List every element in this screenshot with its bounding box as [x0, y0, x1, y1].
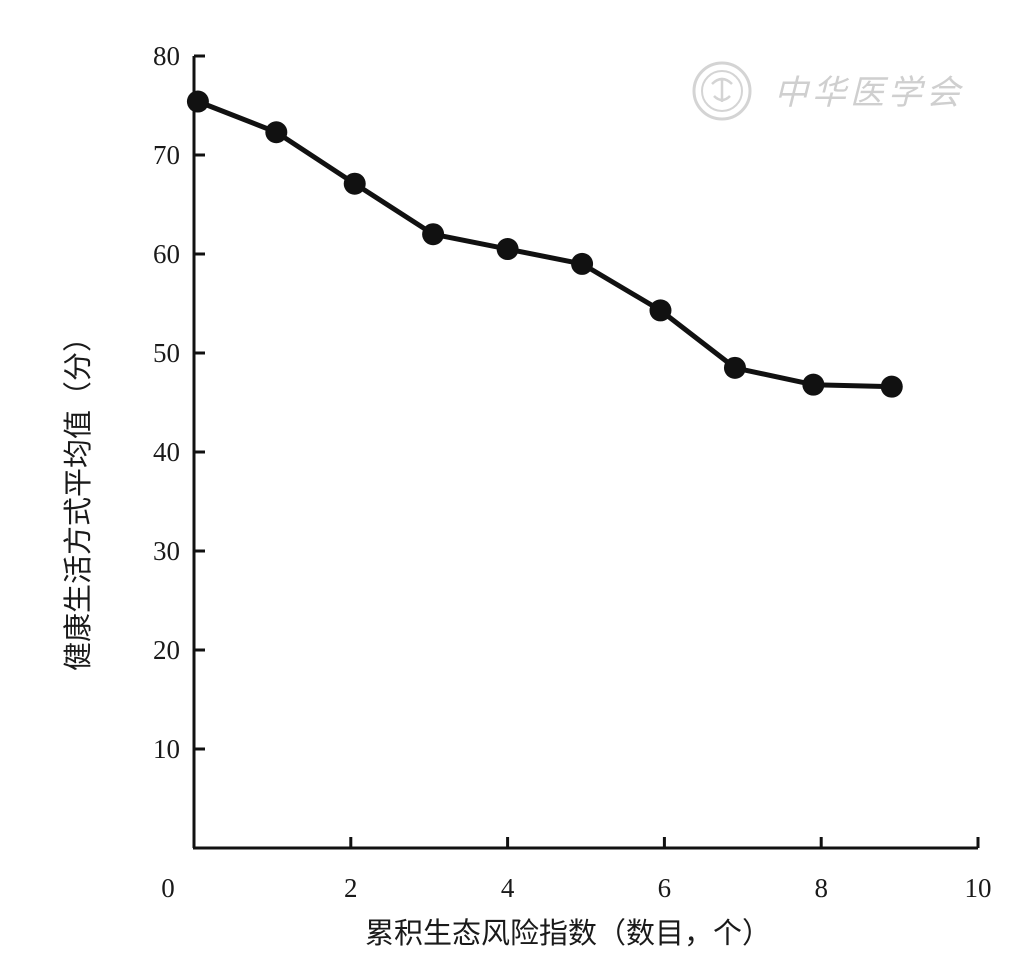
x-tick-label: 8: [814, 873, 828, 903]
y-tick-label: 30: [153, 536, 180, 566]
y-tick-label: 40: [153, 437, 180, 467]
y-ticks: 10 20 30 40 50 60 70 80: [153, 41, 205, 764]
data-point: [186, 90, 209, 113]
y-tick-label: 50: [153, 338, 180, 368]
y-tick-label: 80: [153, 41, 180, 71]
watermark: 中华医学会: [692, 61, 964, 121]
y-tick-label: 20: [153, 635, 180, 665]
data-point: [496, 238, 519, 261]
x-tick-label: 4: [501, 873, 515, 903]
x-ticks: 0 2 4 6 8 10: [161, 837, 992, 903]
data-point: [571, 252, 594, 275]
y-axis-title: 健康生活方式平均值（分）: [61, 323, 95, 671]
data-point: [265, 121, 288, 144]
watermark-seal-icon: [692, 61, 752, 121]
series-line: [195, 99, 895, 390]
x-tick-label: 10: [965, 873, 992, 903]
watermark-text: 中华医学会: [774, 73, 964, 113]
data-point: [649, 299, 672, 322]
data-point: [343, 172, 366, 195]
data-points: [186, 90, 903, 398]
y-tick-label: 10: [153, 734, 180, 764]
x-tick-label: 6: [658, 873, 672, 903]
y-tick-label: 70: [153, 140, 180, 170]
x-axis-title: 累积生态风险指数（数目，个）: [365, 916, 771, 950]
data-point: [723, 356, 746, 379]
x-tick-label: 0: [161, 873, 175, 903]
data-point: [422, 223, 445, 246]
data-point: [802, 373, 825, 396]
x-tick-label: 2: [344, 873, 358, 903]
data-point: [880, 375, 903, 398]
y-tick-label: 60: [153, 239, 180, 269]
